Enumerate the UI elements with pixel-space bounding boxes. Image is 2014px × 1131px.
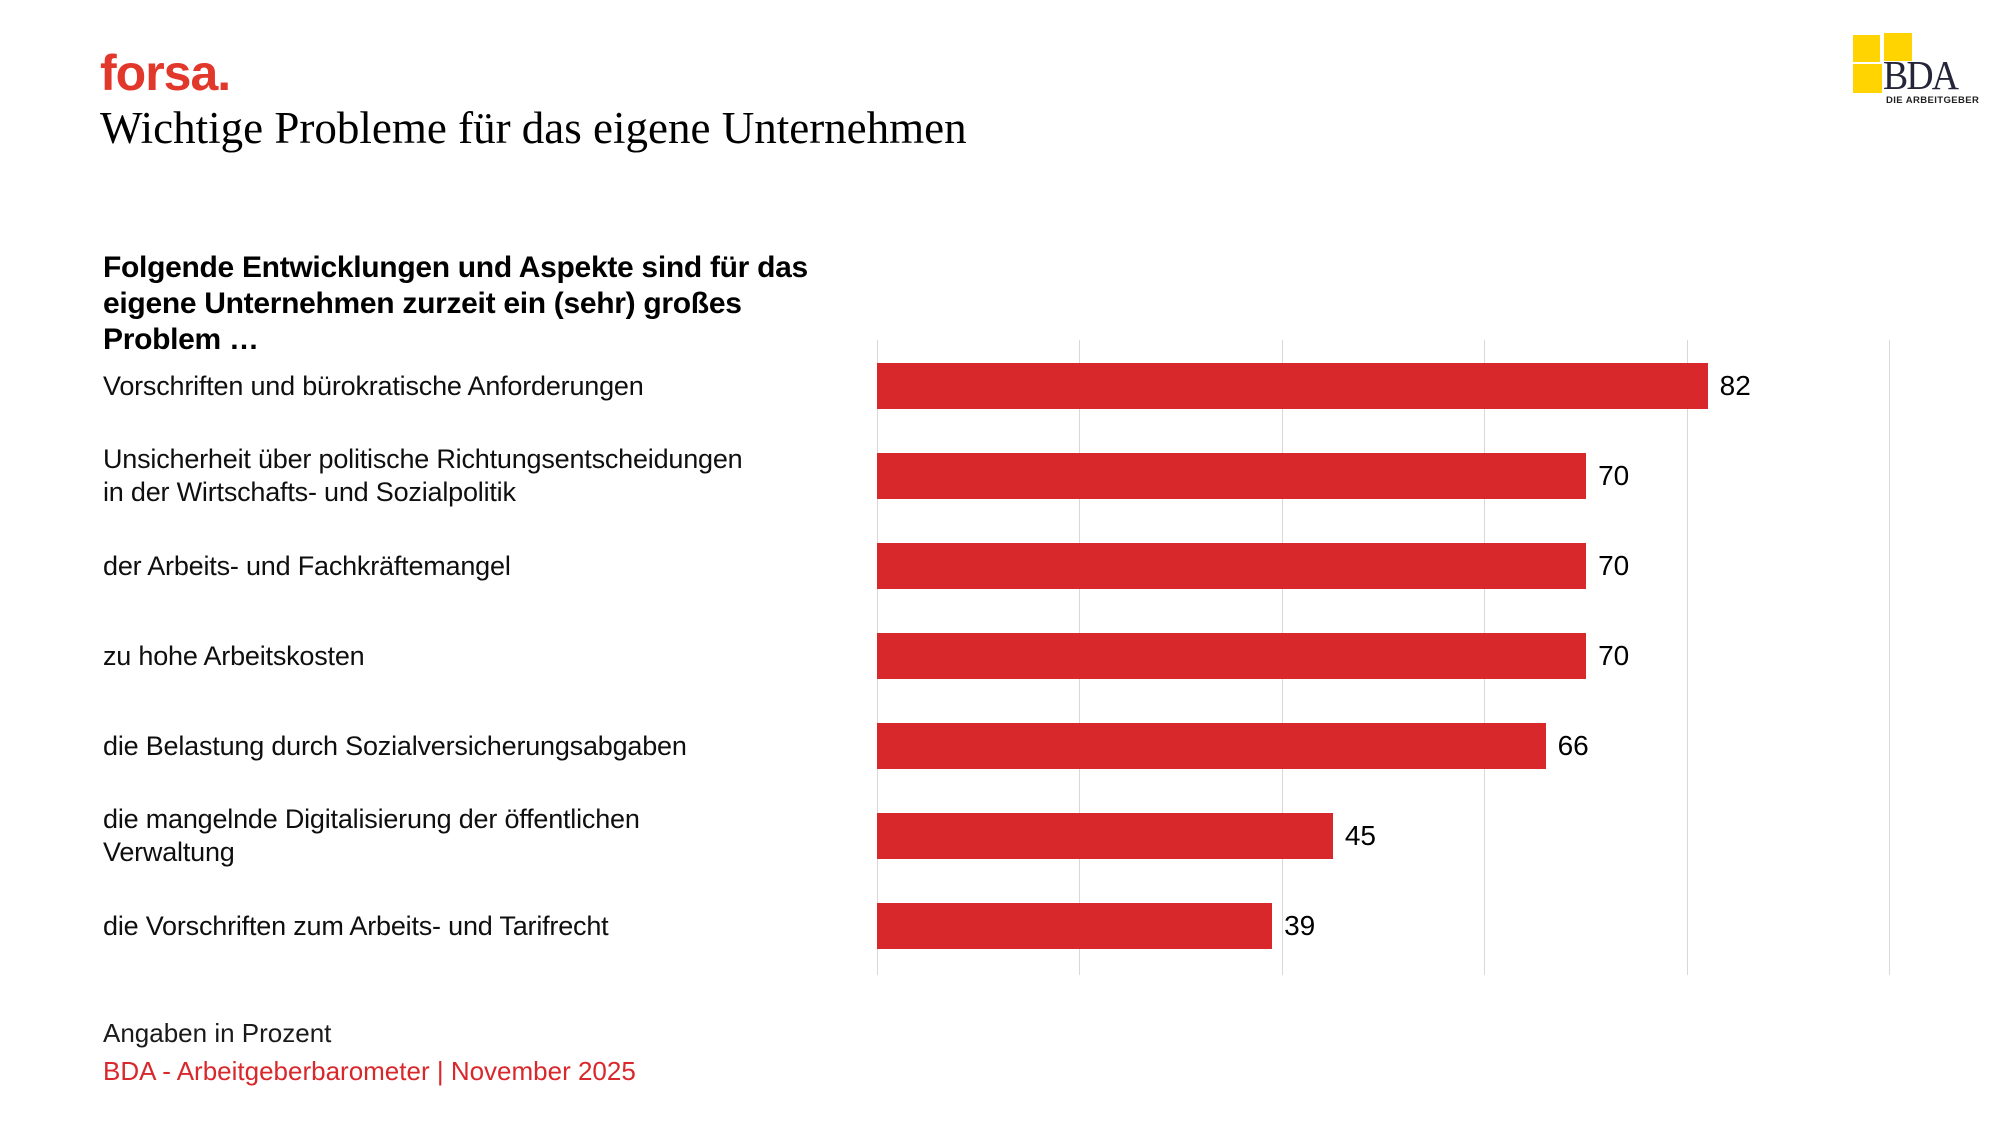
- bar-row: die Vorschriften zum Arbeits- und Tarifr…: [103, 881, 1890, 971]
- bar-value: 66: [1557, 730, 1589, 761]
- bda-subtext: DIE ARBEITGEBER: [1886, 95, 1980, 106]
- bar-label: Unsicherheit über politische Richtungsen…: [103, 444, 743, 507]
- bda-logo-square-icon: [1853, 35, 1880, 62]
- bar-value: 82: [1719, 370, 1751, 401]
- bar-value: 70: [1598, 550, 1630, 581]
- bar-label: die mangelnde Digitalisierung der öffent…: [103, 804, 640, 867]
- bar-plot: 39: [877, 881, 1890, 971]
- page-title: Wichtige Probleme für das eigene Unterne…: [100, 103, 967, 153]
- chart-question-text: Folgende Entwicklungen und Aspekte sind …: [103, 251, 808, 356]
- bar: [877, 453, 1587, 499]
- bar-rows: Vorschriften und bürokratische Anforderu…: [103, 341, 1890, 971]
- gridline-80: [1687, 340, 1688, 975]
- bar-value: 70: [1598, 460, 1630, 491]
- bar-plot: 66: [877, 701, 1890, 791]
- bar-row: Vorschriften und bürokratische Anforderu…: [103, 341, 1890, 431]
- bar-row: Unsicherheit über politische Richtungsen…: [103, 431, 1890, 521]
- bar-row: die mangelnde Digitalisierung der öffent…: [103, 791, 1890, 881]
- bar-plot: 45: [877, 791, 1890, 881]
- bar-value: 39: [1284, 910, 1316, 941]
- bar-row: zu hohe Arbeitskosten 70: [103, 611, 1890, 701]
- bda-logo: BDA DIE ARBEITGEBER: [1853, 33, 1993, 108]
- bar-plot: 82: [877, 341, 1890, 431]
- source-line: BDA - Arbeitgeberbarometer | November 20…: [103, 1056, 636, 1086]
- bar: [877, 633, 1587, 679]
- bda-logo-square-icon: [1884, 33, 1912, 61]
- forsa-logo: forsa.: [100, 45, 231, 101]
- bar: [877, 813, 1333, 859]
- bar-label: zu hohe Arbeitskosten: [103, 640, 365, 671]
- bar-label: die Vorschriften zum Arbeits- und Tarifr…: [103, 910, 609, 941]
- bar-plot: 70: [877, 521, 1890, 611]
- bar: [877, 723, 1546, 769]
- bar: [877, 903, 1273, 949]
- bar-value: 70: [1598, 640, 1630, 671]
- bar-label: die Belastung durch Sozialversicherungsa…: [103, 730, 687, 761]
- bar: [877, 363, 1708, 409]
- bda-logo-square-icon: [1853, 64, 1882, 93]
- bar-plot: 70: [877, 611, 1890, 701]
- bar-plot: 70: [877, 431, 1890, 521]
- bar-row: die Belastung durch Sozialversicherungsa…: [103, 701, 1890, 791]
- bda-wordmark: BDA: [1883, 52, 1959, 98]
- bar-value: 45: [1344, 820, 1376, 851]
- gridline-100: [1889, 340, 1890, 975]
- bar-chart: Vorschriften und bürokratische Anforderu…: [103, 340, 1890, 975]
- bar-row: der Arbeits- und Fachkräftemangel 70: [103, 521, 1890, 611]
- unit-note: Angaben in Prozent: [103, 1018, 332, 1048]
- bar-label: der Arbeits- und Fachkräftemangel: [103, 550, 511, 581]
- bar: [877, 543, 1587, 589]
- bar-label: Vorschriften und bürokratische Anforderu…: [103, 370, 644, 401]
